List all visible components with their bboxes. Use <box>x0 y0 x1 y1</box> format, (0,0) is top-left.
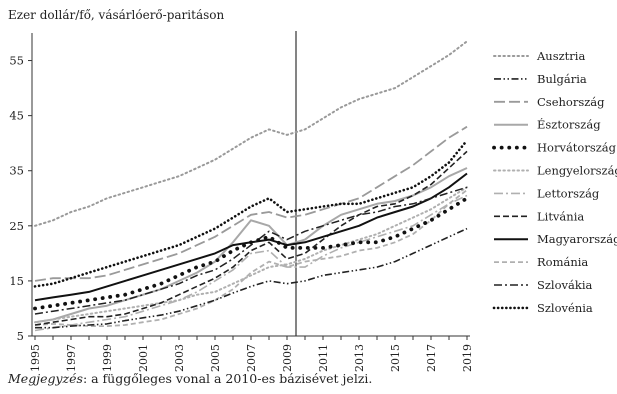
x-tick-label: 1997 <box>65 344 78 372</box>
footnote-text: : a függőleges vonal a 2010-es bázisévet… <box>82 371 373 386</box>
y-tick-label: 35 <box>9 164 24 178</box>
x-tick-label: 2009 <box>281 344 294 372</box>
series-line-11 <box>34 186 468 315</box>
x-tick-label: 2017 <box>425 344 438 372</box>
series-line-7 <box>34 194 468 332</box>
legend-label-10: Románia <box>537 255 588 269</box>
legend-label-2: Bulgária <box>537 72 587 86</box>
legend-label-7: Lettország <box>537 186 600 200</box>
x-tick-label: 2003 <box>173 344 186 372</box>
y-tick-label: 15 <box>9 274 24 288</box>
series-line-12 <box>33 139 469 288</box>
x-tick-label: 2001 <box>137 344 150 372</box>
y-tick-label: 55 <box>9 54 24 68</box>
plot-area: 5 15 25 35 45 55 1995 1997 1999 2001 2003 2005 2007 2… <box>9 31 474 372</box>
series-line-4 <box>34 167 468 324</box>
y-tick-label: 45 <box>9 109 24 123</box>
y-tick-label: 25 <box>9 219 24 233</box>
x-tick-label: 1995 <box>29 344 42 372</box>
legend-label-3: Csehország <box>537 95 605 109</box>
footnote: Megjegyzés: a függőleges vonal a 2010-es… <box>8 371 372 386</box>
series-line-3 <box>34 125 468 282</box>
legend-label-5: Horvátország <box>537 141 617 155</box>
x-tick-label: 2015 <box>389 344 402 372</box>
legend-label-9: Magyarország <box>537 232 617 246</box>
legend-label-4: Észtország <box>537 118 601 132</box>
y-axis-label: Ezer dollár/fő, vásárlóerő-paritáson <box>8 8 224 22</box>
series-line-6 <box>34 186 468 324</box>
legend-label-6: Lengyelország <box>537 164 617 178</box>
legend-label-1: Ausztria <box>536 49 585 63</box>
x-tick-label: 2019 <box>461 344 474 372</box>
x-tick-label: 1999 <box>101 344 114 372</box>
legend-label-12: Szlovénia <box>537 301 593 315</box>
x-tick-label: 2011 <box>317 344 330 372</box>
x-tick-label: 2007 <box>245 344 258 372</box>
series-line-9 <box>34 172 468 302</box>
series-line-2 <box>35 227 468 329</box>
x-tick-label: 2013 <box>353 344 366 372</box>
series-line-10 <box>34 189 468 328</box>
legend: Ausztria Bulgária Csehország Észtország Horv… <box>492 49 617 315</box>
series-line-1 <box>34 40 468 227</box>
footnote-label: Megjegyzés <box>8 371 83 386</box>
legend-label-11: Szlovákia <box>537 278 593 292</box>
legend-label-8: Litvánia <box>537 209 584 223</box>
y-tick-label: 5 <box>17 329 24 343</box>
series-line-8 <box>34 150 468 326</box>
x-tick-label: 2005 <box>209 344 222 372</box>
